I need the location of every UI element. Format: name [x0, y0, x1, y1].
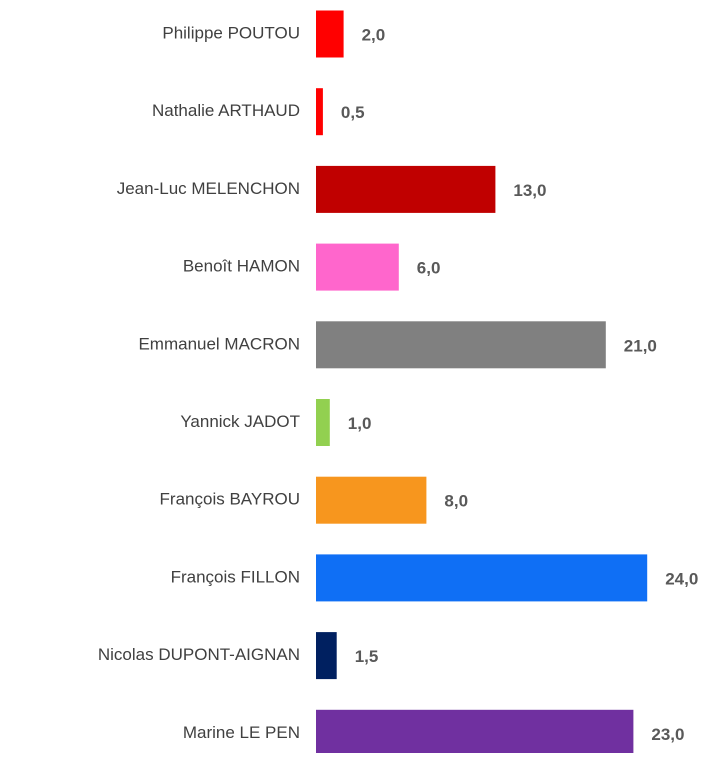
category-label: Nathalie ARTHAUD: [152, 101, 300, 120]
value-label: 1,5: [355, 647, 379, 666]
category-label: Nicolas DUPONT-AIGNAN: [98, 645, 300, 664]
category-label: Benoît HAMON: [183, 257, 300, 276]
category-label: François BAYROU: [160, 490, 300, 509]
value-label: 23,0: [651, 725, 684, 744]
category-label: Yannick JADOT: [180, 412, 300, 431]
value-label: 21,0: [624, 336, 657, 355]
category-label: Emmanuel MACRON: [138, 334, 300, 353]
bar: [316, 399, 330, 446]
value-label: 8,0: [444, 492, 468, 511]
bar: [316, 321, 606, 369]
bar: [316, 243, 399, 291]
value-label: 24,0: [665, 569, 698, 588]
value-label: 6,0: [417, 259, 441, 278]
bar: [316, 632, 337, 680]
category-label: Marine LE PEN: [183, 723, 300, 742]
category-label: François FILLON: [171, 567, 300, 586]
category-label: Jean-Luc MELENCHON: [117, 179, 300, 198]
value-label: 13,0: [513, 181, 546, 200]
bar: [316, 709, 634, 757]
value-label: 1,0: [348, 414, 372, 433]
bar: [316, 10, 344, 58]
category-label: Philippe POUTOU: [162, 23, 300, 42]
bar: [316, 165, 496, 213]
value-label: 2,0: [362, 25, 386, 44]
value-label: 0,5: [341, 103, 365, 122]
bar: [316, 88, 323, 136]
bar: [316, 476, 427, 524]
bar: [316, 554, 648, 602]
